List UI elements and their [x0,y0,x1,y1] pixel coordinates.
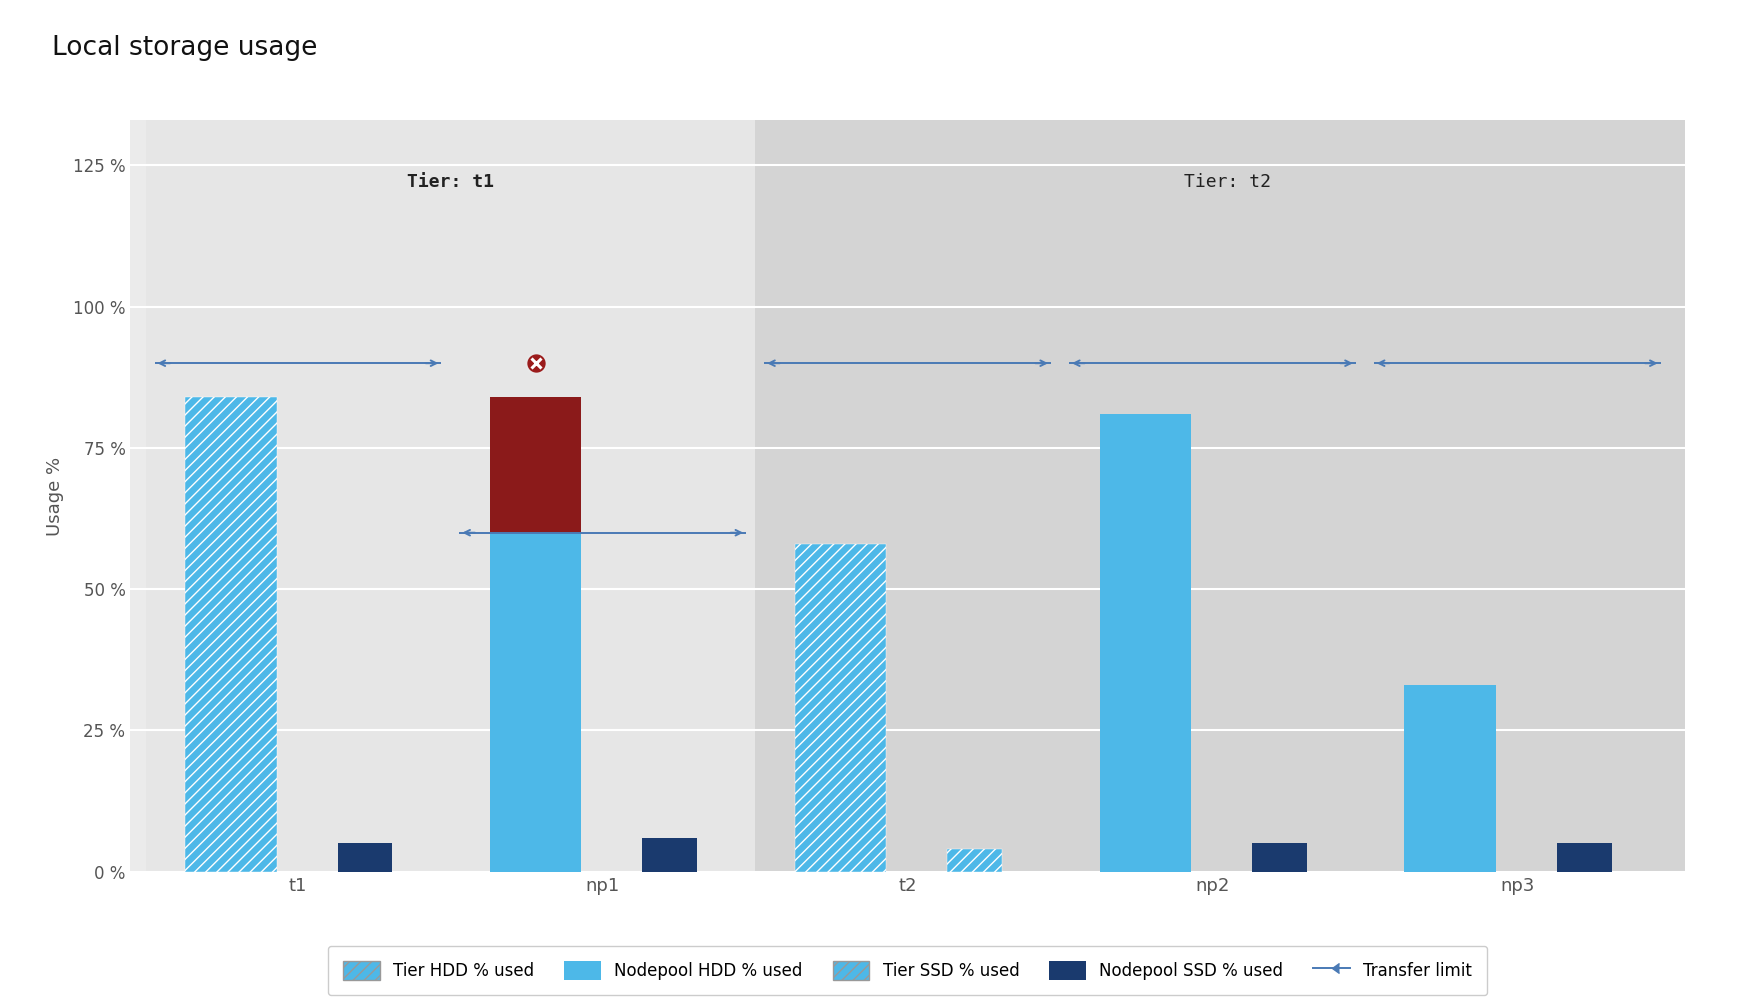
Bar [1100,414,1192,872]
Bar [1405,685,1496,872]
Bar [1556,844,1612,872]
Bar [756,120,1701,872]
Bar [146,120,756,872]
Text: Tier: t1: Tier: t1 [406,173,493,191]
Bar [1252,844,1306,872]
Bar [947,849,1002,872]
Bar [796,544,886,872]
Bar [643,838,697,872]
Legend: Tier HDD % used, Nodepool HDD % used, Tier SSD % used, Nodepool SSD % used, Tran: Tier HDD % used, Nodepool HDD % used, Ti… [328,946,1487,995]
Text: Local storage usage: Local storage usage [52,35,318,61]
Bar [337,844,393,872]
Bar [490,397,582,533]
Y-axis label: Usage %: Usage % [47,457,64,535]
Bar [490,533,582,872]
Bar [186,397,276,872]
Text: Tier: t2: Tier: t2 [1185,173,1271,191]
